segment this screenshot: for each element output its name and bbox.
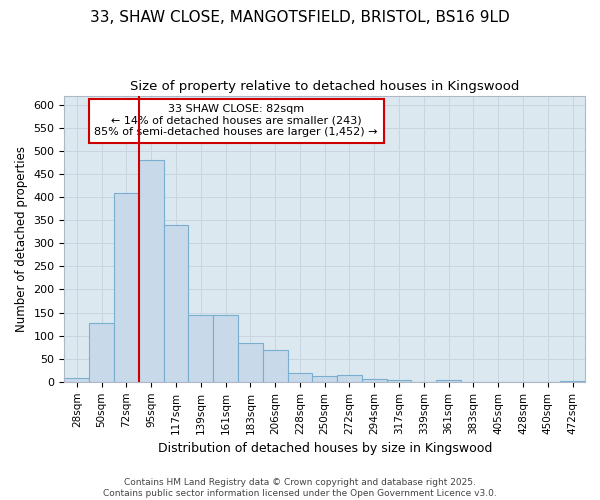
Bar <box>560 381 585 382</box>
Bar <box>386 380 412 382</box>
Bar <box>188 315 213 382</box>
Bar <box>238 342 263 382</box>
Bar <box>64 378 89 382</box>
Text: 33 SHAW CLOSE: 82sqm
← 14% of detached houses are smaller (243)
85% of semi-deta: 33 SHAW CLOSE: 82sqm ← 14% of detached h… <box>94 104 378 138</box>
Title: Size of property relative to detached houses in Kingswood: Size of property relative to detached ho… <box>130 80 520 93</box>
Bar <box>337 375 362 382</box>
Text: 33, SHAW CLOSE, MANGOTSFIELD, BRISTOL, BS16 9LD: 33, SHAW CLOSE, MANGOTSFIELD, BRISTOL, B… <box>90 10 510 25</box>
Bar <box>139 160 164 382</box>
Bar <box>436 380 461 382</box>
Bar <box>263 350 287 382</box>
Bar <box>287 372 313 382</box>
Y-axis label: Number of detached properties: Number of detached properties <box>15 146 28 332</box>
Bar <box>213 315 238 382</box>
Bar <box>313 376 337 382</box>
Bar <box>114 192 139 382</box>
X-axis label: Distribution of detached houses by size in Kingswood: Distribution of detached houses by size … <box>158 442 492 455</box>
Text: Contains HM Land Registry data © Crown copyright and database right 2025.
Contai: Contains HM Land Registry data © Crown c… <box>103 478 497 498</box>
Bar <box>89 323 114 382</box>
Bar <box>164 225 188 382</box>
Bar <box>362 378 386 382</box>
